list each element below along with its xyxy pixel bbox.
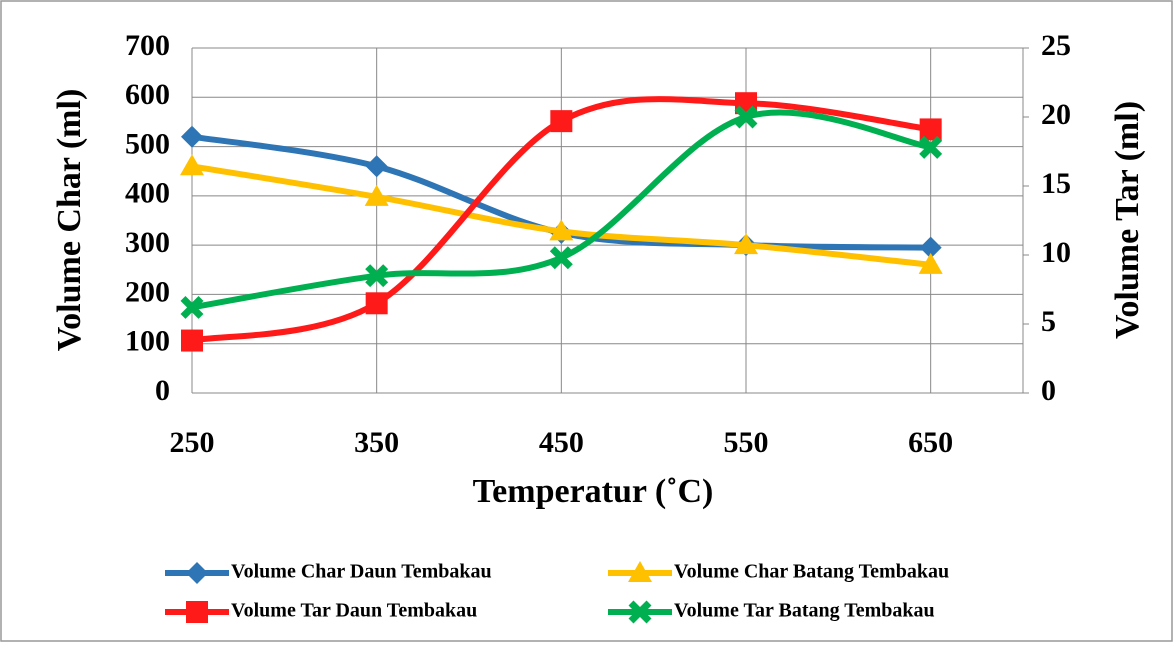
- y2-tick-label: 10: [1041, 236, 1071, 269]
- y-tick-label: 600: [125, 78, 170, 111]
- legend-marker: [186, 601, 208, 623]
- x-tick-label: 650: [908, 426, 953, 459]
- y2-tick-label: 25: [1041, 29, 1071, 62]
- marker: [366, 292, 388, 314]
- y-tick-label: 500: [125, 127, 170, 160]
- x-tick-label: 450: [539, 426, 584, 459]
- y-tick-label: 700: [125, 29, 170, 62]
- y-tick-label: 100: [125, 325, 170, 358]
- marker: [550, 110, 572, 132]
- chart: Temperatur (˚C) Volume Char (ml) Volume …: [0, 0, 1173, 642]
- x-tick-label: 250: [170, 426, 215, 459]
- y2-axis-label: Volume Tar (ml): [1109, 101, 1146, 339]
- y2-tick-label: 20: [1041, 98, 1071, 131]
- legend-label: Volume Tar Daun Tembakau: [231, 600, 477, 622]
- x-axis-label: Temperatur (˚C): [473, 473, 714, 510]
- x-tick-label: 350: [354, 426, 399, 459]
- y-tick-label: 200: [125, 275, 170, 308]
- y-tick-label: 300: [125, 226, 170, 259]
- legend-label: Volume Char Batang Tembakau: [674, 561, 949, 583]
- marker: [181, 330, 203, 352]
- y2-tick-label: 5: [1041, 305, 1056, 338]
- y2-tick-label: 15: [1041, 167, 1071, 200]
- y-axis-label: Volume Char (ml): [51, 89, 88, 352]
- y2-tick-label: 0: [1041, 374, 1056, 407]
- legend-label: Volume Tar Batang Tembakau: [674, 600, 935, 622]
- y-tick-label: 0: [155, 374, 170, 407]
- x-tick-label: 550: [724, 426, 769, 459]
- y-tick-label: 400: [125, 177, 170, 210]
- legend-label: Volume Char Daun Tembakau: [231, 561, 492, 583]
